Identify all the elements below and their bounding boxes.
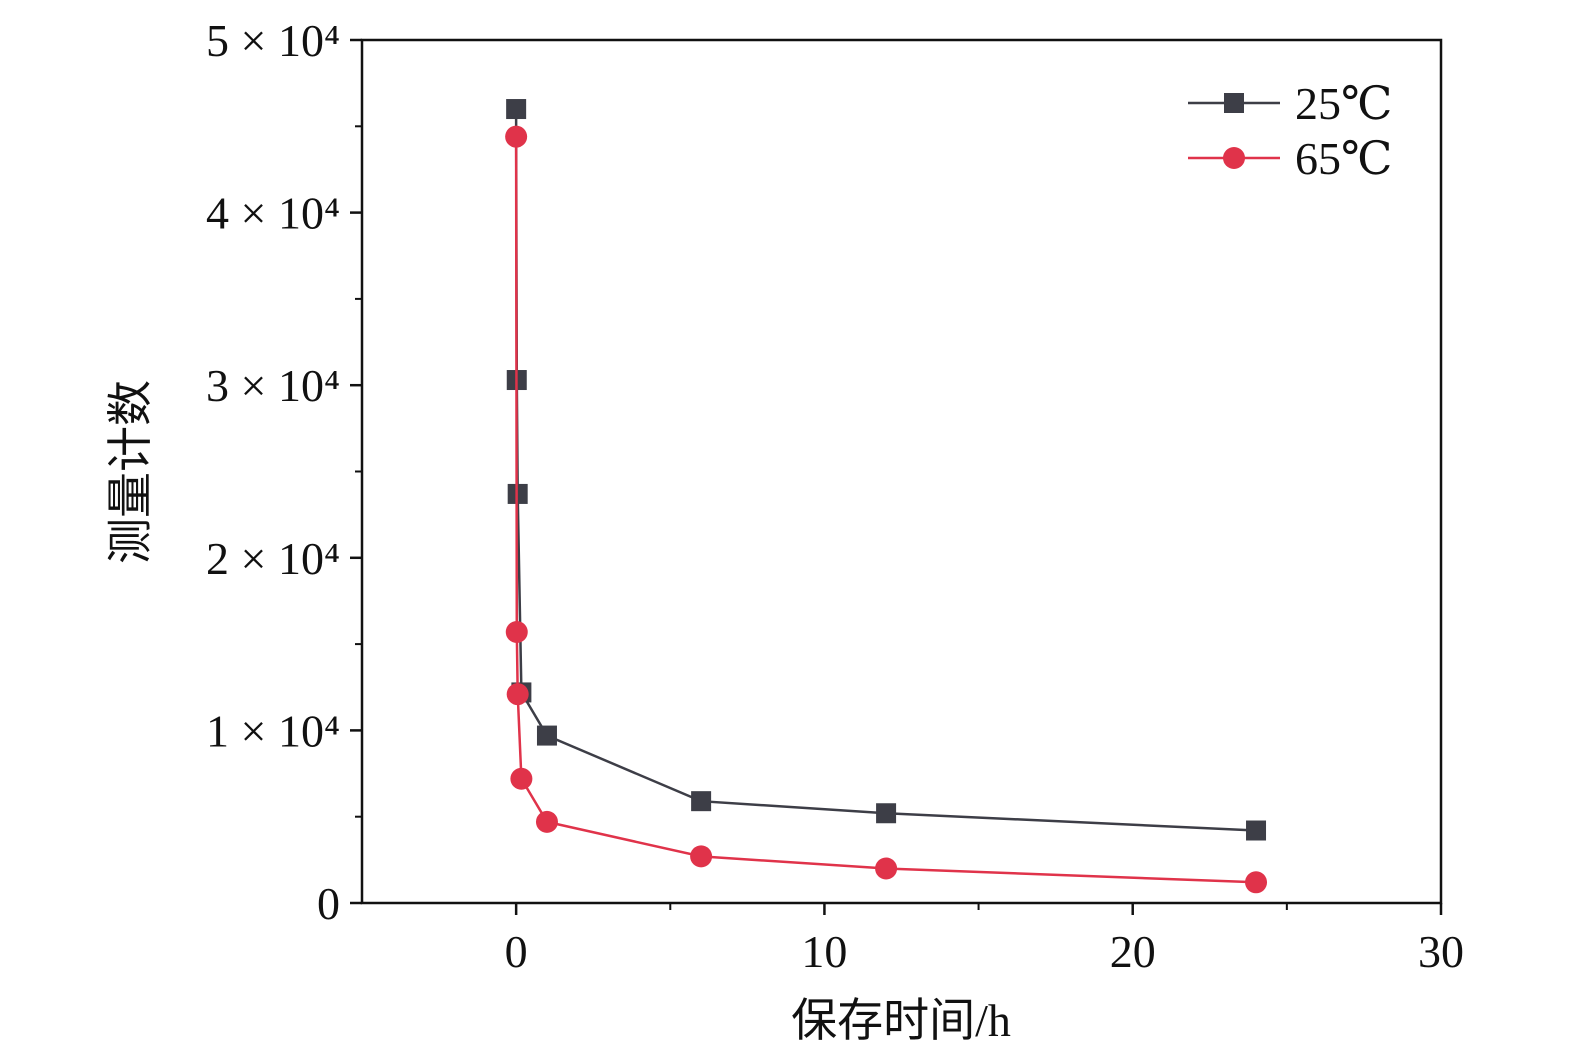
y-tick-label: 0 <box>317 878 340 929</box>
y-tick-label: 3 × 10⁴ <box>206 360 340 411</box>
y-tick-label: 1 × 10⁴ <box>206 705 340 756</box>
y-tick-label: 2 × 10⁴ <box>206 533 340 584</box>
legend-item: 65℃ <box>1188 133 1392 184</box>
data-point <box>505 621 528 644</box>
data-point <box>506 683 529 706</box>
series-1 <box>506 99 1267 841</box>
legend-item: 25℃ <box>1188 78 1392 129</box>
data-point <box>875 857 898 880</box>
x-tick-label: 30 <box>1418 926 1464 977</box>
data-point <box>536 725 557 746</box>
legend: 25℃65℃ <box>1188 78 1392 184</box>
plot-frame <box>360 38 1443 905</box>
x-tick-label: 0 <box>505 926 528 977</box>
legend-label: 25℃ <box>1295 78 1392 129</box>
series-line <box>514 108 1257 832</box>
data-point <box>690 845 713 868</box>
data-point <box>1245 871 1268 894</box>
data-point <box>505 125 528 148</box>
data-point <box>1246 820 1267 841</box>
x-tick-label: 10 <box>801 926 847 977</box>
y-tick-label: 5 × 10⁴ <box>206 15 340 66</box>
y-axis-label: 测量计数 <box>105 380 156 564</box>
legend-marker <box>1223 147 1245 169</box>
y-tick-label: 4 × 10⁴ <box>206 188 340 239</box>
x-axis-label: 保存时间/h <box>791 995 1011 1046</box>
legend-label: 65℃ <box>1295 133 1392 184</box>
data-point <box>876 803 897 824</box>
series-2 <box>505 125 1268 894</box>
data-point <box>535 810 558 833</box>
data-point <box>506 99 527 120</box>
series-layer <box>505 99 1268 894</box>
data-point <box>510 767 533 790</box>
legend-marker <box>1224 93 1244 113</box>
data-point <box>691 791 712 812</box>
x-tick-label: 20 <box>1110 926 1156 977</box>
tick-labels: 0 10 20 30 0 1 × 10⁴ 2 × 10⁴ 3 × 10⁴ 4 × 10⁴ 5 × … <box>206 15 1464 977</box>
